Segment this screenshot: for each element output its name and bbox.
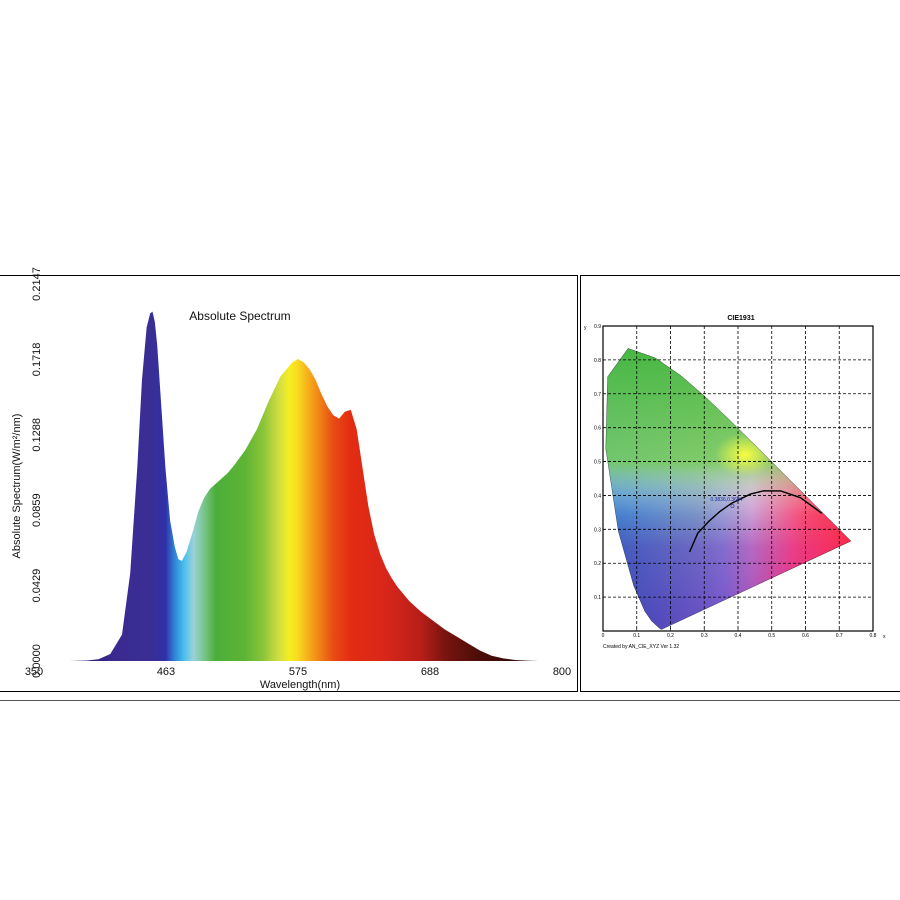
- cie-x-axis-label: x: [883, 634, 886, 640]
- spectrum-y-tick-label: 0.0859: [31, 493, 43, 527]
- cie-x-tick-label: 0.7: [836, 633, 843, 639]
- cie-grid: [603, 326, 873, 631]
- cie-chromaticity-point: [730, 504, 735, 509]
- cie-x-tick-label: 0.2: [667, 633, 674, 639]
- spectrum-x-tick-label: 463: [157, 666, 175, 678]
- spectrum-y-tick-label: 0.1718: [31, 343, 43, 377]
- cie-x-tick-label: 0: [602, 633, 605, 639]
- planckian-locus-curve: [688, 490, 823, 553]
- cie-y-tick-label: 0.2: [594, 561, 601, 567]
- cie-y-tick-label: 0.5: [594, 460, 601, 466]
- cie-y-tick-label: 0.1: [594, 595, 601, 601]
- spectrum-chart: 350 463 575 688 800 0.0000 0.0429 0.0859 0.1288…: [11, 267, 571, 691]
- cie-x-tick-label: 0.8: [870, 633, 877, 639]
- cie-y-tick-label: 0.3: [594, 527, 601, 533]
- bottom-divider: [0, 700, 900, 701]
- spectrum-y-tick-label: 0.0429: [31, 569, 43, 603]
- cie-x-tick-label: 0.3: [701, 633, 708, 639]
- spectrum-x-axis-label: Wavelength(nm): [260, 679, 340, 691]
- cie-y-tick-label: 0.6: [594, 426, 601, 432]
- spectral-locus-outline: [605, 348, 852, 630]
- cie-y-tick-label: 0.8: [594, 358, 601, 364]
- spectrum-title: Absolute Spectrum: [189, 309, 290, 323]
- cie-y-tick-label: 0.9: [594, 324, 601, 330]
- spectrum-x-tick-label: 688: [421, 666, 439, 678]
- cie-plot-frame: [602, 325, 874, 632]
- spectrum-x-tick-label: 350: [25, 666, 43, 678]
- spectrum-area: [69, 311, 539, 661]
- spectrum-y-axis-label: Absolute Spectrum(W/m²/nm): [11, 414, 23, 559]
- spectrum-y-tick-label: 0.2147: [31, 267, 43, 301]
- cie-x-tick-label: 0.4: [735, 633, 742, 639]
- spectrum-x-tick-label: 575: [289, 666, 307, 678]
- cie-title: CIE1931: [727, 315, 754, 322]
- cie-y-axis-label: y: [584, 325, 587, 331]
- cie-y-tick-label: 0.7: [594, 392, 601, 398]
- spectrum-x-tick-label: 800: [553, 666, 571, 678]
- spectrum-y-tick-label: 0.0000: [31, 644, 43, 678]
- cie-y-tick-label: 0.4: [594, 493, 601, 499]
- cie-point-label: 0.3836,0.3684: [710, 497, 742, 503]
- cie-chart: CIE1931 y x 0.3836,0.3684 0 0.1 0.2 0.3 0.4 0…: [584, 315, 886, 650]
- spectrum-chart-panel: 350 463 575 688 800 0.0000 0.0429 0.0859 0.1288…: [0, 267, 578, 692]
- cie-x-tick-label: 0.5: [768, 633, 775, 639]
- cie-footer: Created by AN_CIE_XYZ Ver 1.32: [603, 644, 679, 650]
- cie-x-tick-label: 0.6: [802, 633, 809, 639]
- spectrum-y-tick-label: 0.1288: [31, 418, 43, 452]
- cie-x-tick-label: 0.1: [633, 633, 640, 639]
- cie-chart-panel: CIE1931 y x 0.3836,0.3684 0 0.1 0.2 0.3 0.4 0…: [580, 275, 900, 692]
